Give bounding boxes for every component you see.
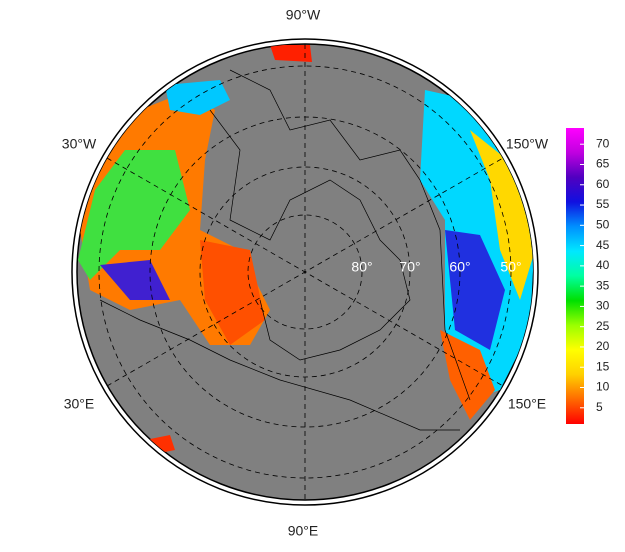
coastlines bbox=[99, 69, 471, 431]
colorbar-tick-label: 40 bbox=[596, 258, 610, 272]
colorbar-tick-label: 10 bbox=[596, 380, 610, 394]
data-patches bbox=[78, 45, 533, 455]
patch bbox=[78, 150, 190, 280]
colorbar: 5 10 15 20 25 30 35 40 45 50 55 60 65 70 bbox=[566, 128, 610, 424]
colorbar-tick-label: 15 bbox=[596, 359, 610, 373]
latitude-label: 80° bbox=[351, 259, 372, 275]
longitude-label: 90°W bbox=[286, 7, 321, 23]
patch bbox=[100, 260, 170, 300]
colorbar-tick-label: 60 bbox=[596, 177, 610, 191]
patch bbox=[200, 240, 265, 345]
patch bbox=[440, 330, 495, 420]
latitude-label: 60° bbox=[449, 259, 470, 275]
patch bbox=[270, 45, 312, 62]
colorbar-tick-label: 30 bbox=[596, 299, 610, 313]
longitude-label: 30°E bbox=[64, 396, 95, 412]
colorbar-tick-label: 25 bbox=[596, 319, 610, 333]
colorbar-tick-label: 70 bbox=[596, 136, 610, 150]
latitude-label: 70° bbox=[399, 259, 420, 275]
patch bbox=[165, 80, 230, 115]
colorbar-tick-label: 20 bbox=[596, 339, 610, 353]
longitude-label: 150°E bbox=[508, 396, 546, 412]
longitude-label: 90°E bbox=[288, 523, 319, 539]
latitude-label: 50° bbox=[500, 259, 521, 275]
patch bbox=[445, 230, 505, 350]
colorbar-tick-label: 5 bbox=[596, 400, 603, 414]
colorbar-tick-label: 45 bbox=[596, 238, 610, 252]
colorbar-tick-label: 65 bbox=[596, 157, 610, 171]
graticule bbox=[98, 44, 512, 500]
colorbar-tick-label: 35 bbox=[596, 278, 610, 292]
longitude-label: 30°W bbox=[62, 136, 97, 152]
colorbar-tick-label: 55 bbox=[596, 197, 610, 211]
polar-map: 80° 70° 60° 50° bbox=[71, 38, 539, 506]
colorbar-tick-label: 50 bbox=[596, 217, 610, 231]
colorbar-gradient bbox=[566, 128, 584, 424]
longitude-label: 150°W bbox=[506, 136, 549, 152]
